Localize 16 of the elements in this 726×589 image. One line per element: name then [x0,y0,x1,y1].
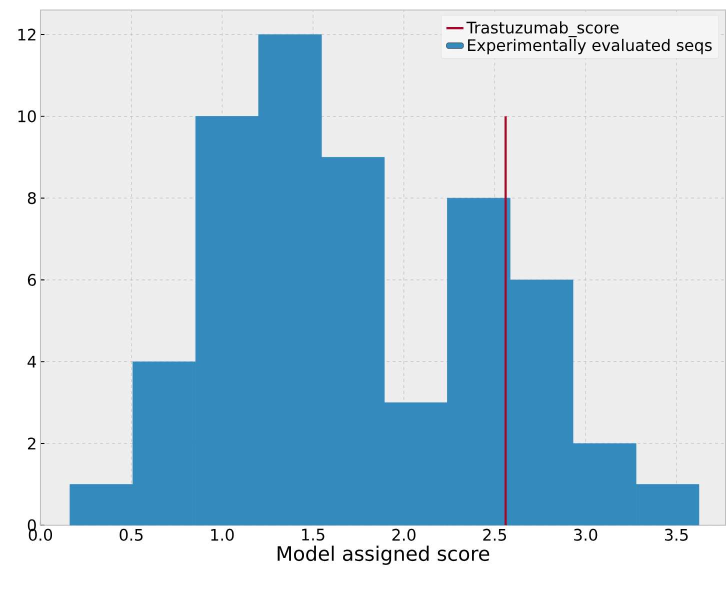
y-tick-label: 6 [28,274,36,286]
legend-label: Experimentally evaluated seqs [468,38,712,54]
x-tick-label: 3.5 [665,528,688,541]
x-tick-label: 1.5 [302,528,324,541]
y-tick-label: 8 [28,192,36,204]
x-tick-label: 2.5 [483,528,506,541]
legend-label: Trastuzumab_score [466,21,619,38]
x-tick-label: 1.0 [211,528,234,541]
x-axis-title: Model assigned score [278,546,490,565]
y-tick-label: 4 [28,356,36,368]
y-tick-label: 10 [18,110,36,122]
y-tick-label: 12 [18,28,36,40]
x-tick-label: 2.0 [392,528,416,541]
y-tick-label: 2 [28,437,36,450]
x-tick-label: 0.5 [120,528,143,541]
x-tick-label: 3.0 [574,528,598,541]
